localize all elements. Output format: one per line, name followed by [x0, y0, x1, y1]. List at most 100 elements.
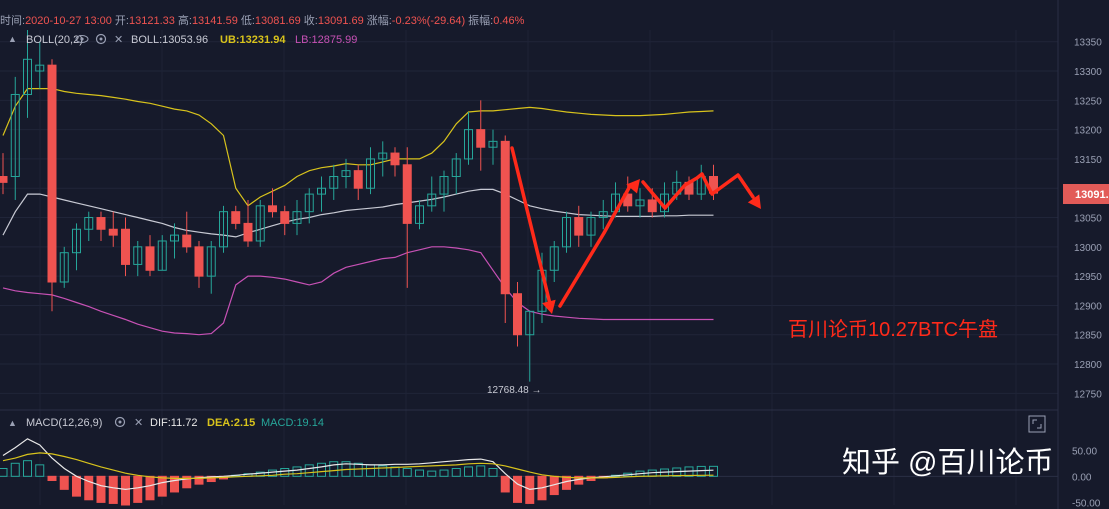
macd-histogram-bar: [378, 465, 388, 477]
eye-icon[interactable]: [75, 35, 89, 43]
candle-body: [121, 228, 130, 265]
watermark: 知乎 @百川论币: [842, 446, 1054, 479]
candle-body: [500, 140, 510, 295]
macd-histogram-bar: [500, 475, 510, 493]
collapse-icon[interactable]: ▲: [8, 34, 17, 44]
candle-body: [84, 217, 94, 230]
macd-dea-value: DEA:2.15: [207, 417, 255, 429]
high-label: 高:: [178, 13, 192, 27]
macd-histogram-bar: [121, 475, 130, 506]
y-tick-label: 13150: [1074, 155, 1102, 166]
macd-histogram-bar: [390, 466, 400, 477]
macd-hist-value: MACD:19.14: [261, 417, 324, 429]
change-label: 涨幅:: [367, 14, 392, 27]
y-tick-label: 13000: [1074, 243, 1102, 254]
macd-dif-value: DIF:11.72: [150, 417, 198, 429]
y-tick-label: 12800: [1074, 360, 1102, 371]
boll-value: BOLL:13053.96: [131, 34, 208, 46]
macd-histogram-bar: [415, 469, 424, 477]
candle-body: [488, 140, 498, 148]
candle-body: [513, 293, 522, 336]
candle-body: [476, 129, 486, 148]
macd-histogram-bar: [402, 468, 412, 477]
macd-panel: [0, 438, 1058, 506]
macd-histogram-bar: [47, 475, 57, 481]
macd-histogram-bar: [476, 465, 486, 477]
candle-body: [23, 58, 32, 95]
y-tick-label: 13250: [1074, 96, 1102, 107]
candle-body: [10, 93, 20, 178]
close-icon[interactable]: ✕: [134, 417, 143, 429]
candle-body: [304, 193, 314, 213]
macd-y-tick-label: -50.00: [1072, 498, 1101, 509]
macd-histogram-bar: [194, 475, 204, 485]
macd-histogram-bar: [268, 469, 277, 477]
macd-histogram-bar: [10, 462, 20, 477]
macd-histogram-bar: [145, 475, 155, 501]
macd-histogram-bar: [133, 475, 143, 503]
y-tick-label: 12750: [1074, 389, 1102, 400]
macd-histogram-bar: [23, 460, 32, 477]
time-label: 时间:: [0, 14, 25, 27]
macd-histogram-bar: [170, 475, 179, 493]
macd-indicator-name[interactable]: MACD(12,26,9): [26, 417, 102, 429]
candle-body: [647, 199, 657, 213]
settings-icon[interactable]: [114, 416, 126, 428]
high-value: 13141.59: [192, 15, 238, 27]
macd-histogram-bar: [439, 469, 449, 477]
boll-ub-value: UB:13231.94: [220, 34, 286, 46]
boll-middle-band: [2, 188, 714, 238]
candle-body: [231, 211, 241, 224]
macd-y-tick-label: 0.00: [1072, 472, 1092, 483]
open-value: 13121.33: [129, 15, 175, 27]
annotation-arrows: [510, 146, 761, 314]
price-axis[interactable]: [1058, 0, 1109, 509]
candles: [0, 30, 718, 382]
grid: [0, 30, 1058, 505]
candle-body: [157, 240, 167, 271]
candle-body: [59, 252, 69, 283]
close-label: 收:: [304, 13, 318, 27]
low-label: 低:: [241, 14, 255, 27]
macd-histogram-bar: [72, 475, 81, 497]
boll-lb-value: LB:12875.99: [295, 34, 357, 46]
macd-histogram-bar: [108, 475, 118, 504]
y-tick-label: 13300: [1074, 67, 1102, 78]
macd-histogram-bar: [366, 464, 375, 477]
macd-histogram-bar: [451, 468, 461, 477]
candle-body: [586, 217, 596, 236]
candle-body: [194, 246, 204, 277]
y-tick-label: 12850: [1074, 331, 1102, 342]
macd-histogram-bar: [488, 468, 498, 477]
current-price-label: 13091.: [1075, 189, 1109, 201]
macd-histogram-bar: [304, 464, 314, 477]
candle-body: [353, 170, 363, 189]
candle-body: [464, 129, 473, 160]
candle-body: [145, 246, 155, 271]
y-tick-label: 12900: [1074, 301, 1102, 312]
maximize-icon[interactable]: [1028, 415, 1046, 433]
macd-histogram-bar: [59, 475, 69, 490]
down-arrow-head: [542, 299, 556, 314]
zigzag-line: [641, 172, 755, 210]
candle-body: [525, 310, 535, 336]
candle-body: [598, 211, 608, 219]
candle-body: [402, 164, 412, 224]
settings-icon[interactable]: [95, 33, 107, 45]
collapse-icon[interactable]: ▲: [8, 418, 17, 428]
boll-legend: ▲ BOLL(20,2) ✕ BOLL:13053.96 UB:13231.94…: [8, 33, 357, 46]
time-value: 2020-10-27 13:00: [25, 15, 112, 27]
y-tick-label: 13200: [1074, 126, 1102, 137]
chart-annotation: 百川论币10.27BTC午盘: [788, 318, 998, 341]
candle-body: [108, 228, 118, 236]
candle-body: [255, 205, 265, 242]
ohlc-header: 时间:2020-10-27 13:00 开:13121.33 高:13141.59 低…: [0, 13, 525, 27]
candle-body: [378, 152, 388, 160]
boll-indicator-name[interactable]: BOLL(20,2): [26, 34, 83, 46]
close-icon[interactable]: ✕: [114, 34, 123, 46]
macd-axis-ticks: 50.00 0.00 -50.00: [1072, 446, 1101, 509]
macd-dea-line: [2, 452, 714, 479]
macd-histogram-bar: [353, 462, 363, 477]
up-arrow-line: [558, 184, 632, 308]
